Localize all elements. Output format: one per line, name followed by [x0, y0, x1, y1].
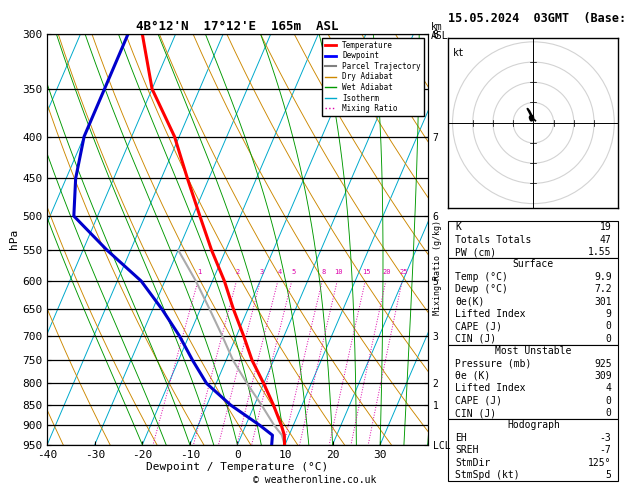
Text: CIN (J): CIN (J) [455, 334, 496, 344]
Text: 125°: 125° [588, 457, 611, 468]
Text: 0: 0 [606, 334, 611, 344]
Text: -3: -3 [600, 433, 611, 443]
Text: 20: 20 [383, 269, 391, 275]
Text: 1: 1 [198, 269, 202, 275]
Text: 15: 15 [362, 269, 371, 275]
Text: Lifted Index: Lifted Index [455, 309, 526, 319]
Text: SREH: SREH [455, 445, 479, 455]
Text: StmSpd (kt): StmSpd (kt) [455, 470, 520, 480]
Text: 9: 9 [606, 309, 611, 319]
Text: 301: 301 [594, 296, 611, 307]
Text: Mixing Ratio (g/kg): Mixing Ratio (g/kg) [433, 220, 442, 315]
Text: 0: 0 [606, 321, 611, 331]
Text: 0: 0 [606, 396, 611, 406]
Text: -7: -7 [600, 445, 611, 455]
Text: Temp (°C): Temp (°C) [455, 272, 508, 282]
Text: θe (K): θe (K) [455, 371, 491, 381]
Text: θe(K): θe(K) [455, 296, 485, 307]
Text: CIN (J): CIN (J) [455, 408, 496, 418]
Text: 10: 10 [335, 269, 343, 275]
Bar [448, 419, 618, 481]
Text: 2: 2 [236, 269, 240, 275]
Text: © weatheronline.co.uk: © weatheronline.co.uk [253, 475, 376, 485]
Text: Dewp (°C): Dewp (°C) [455, 284, 508, 294]
Text: ASL: ASL [431, 31, 448, 41]
Text: Most Unstable: Most Unstable [495, 346, 572, 356]
Text: 19: 19 [600, 222, 611, 232]
Text: 0: 0 [606, 408, 611, 418]
Text: 5: 5 [606, 470, 611, 480]
Text: Lifted Index: Lifted Index [455, 383, 526, 393]
Bar [448, 345, 618, 419]
Text: Hodograph: Hodograph [507, 420, 560, 431]
Text: kt: kt [452, 48, 464, 58]
Text: 3: 3 [260, 269, 264, 275]
Text: K: K [455, 222, 461, 232]
Text: 9.9: 9.9 [594, 272, 611, 282]
Text: PW (cm): PW (cm) [455, 247, 496, 257]
Text: 4: 4 [606, 383, 611, 393]
Text: CAPE (J): CAPE (J) [455, 321, 503, 331]
Text: 25: 25 [399, 269, 408, 275]
Y-axis label: hPa: hPa [9, 229, 19, 249]
Text: 15.05.2024  03GMT  (Base: 00): 15.05.2024 03GMT (Base: 00) [448, 12, 629, 25]
Title: 4B°12'N  17°12'E  165m  ASL: 4B°12'N 17°12'E 165m ASL [136, 20, 338, 33]
X-axis label: Dewpoint / Temperature (°C): Dewpoint / Temperature (°C) [147, 462, 328, 472]
Text: 309: 309 [594, 371, 611, 381]
Text: Pressure (mb): Pressure (mb) [455, 359, 532, 368]
Text: 925: 925 [594, 359, 611, 368]
Text: km: km [431, 21, 443, 32]
Text: StmDir: StmDir [455, 457, 491, 468]
Text: CAPE (J): CAPE (J) [455, 396, 503, 406]
Bar [448, 258, 618, 345]
Text: EH: EH [455, 433, 467, 443]
Text: 47: 47 [600, 235, 611, 245]
Text: 4: 4 [277, 269, 281, 275]
Text: 5: 5 [291, 269, 296, 275]
Text: 8: 8 [321, 269, 326, 275]
Text: 1.55: 1.55 [588, 247, 611, 257]
Text: Surface: Surface [513, 260, 554, 269]
Legend: Temperature, Dewpoint, Parcel Trajectory, Dry Adiabat, Wet Adiabat, Isotherm, Mi: Temperature, Dewpoint, Parcel Trajectory… [321, 38, 424, 116]
Text: Totals Totals: Totals Totals [455, 235, 532, 245]
Bar [448, 221, 618, 258]
Text: 7.2: 7.2 [594, 284, 611, 294]
